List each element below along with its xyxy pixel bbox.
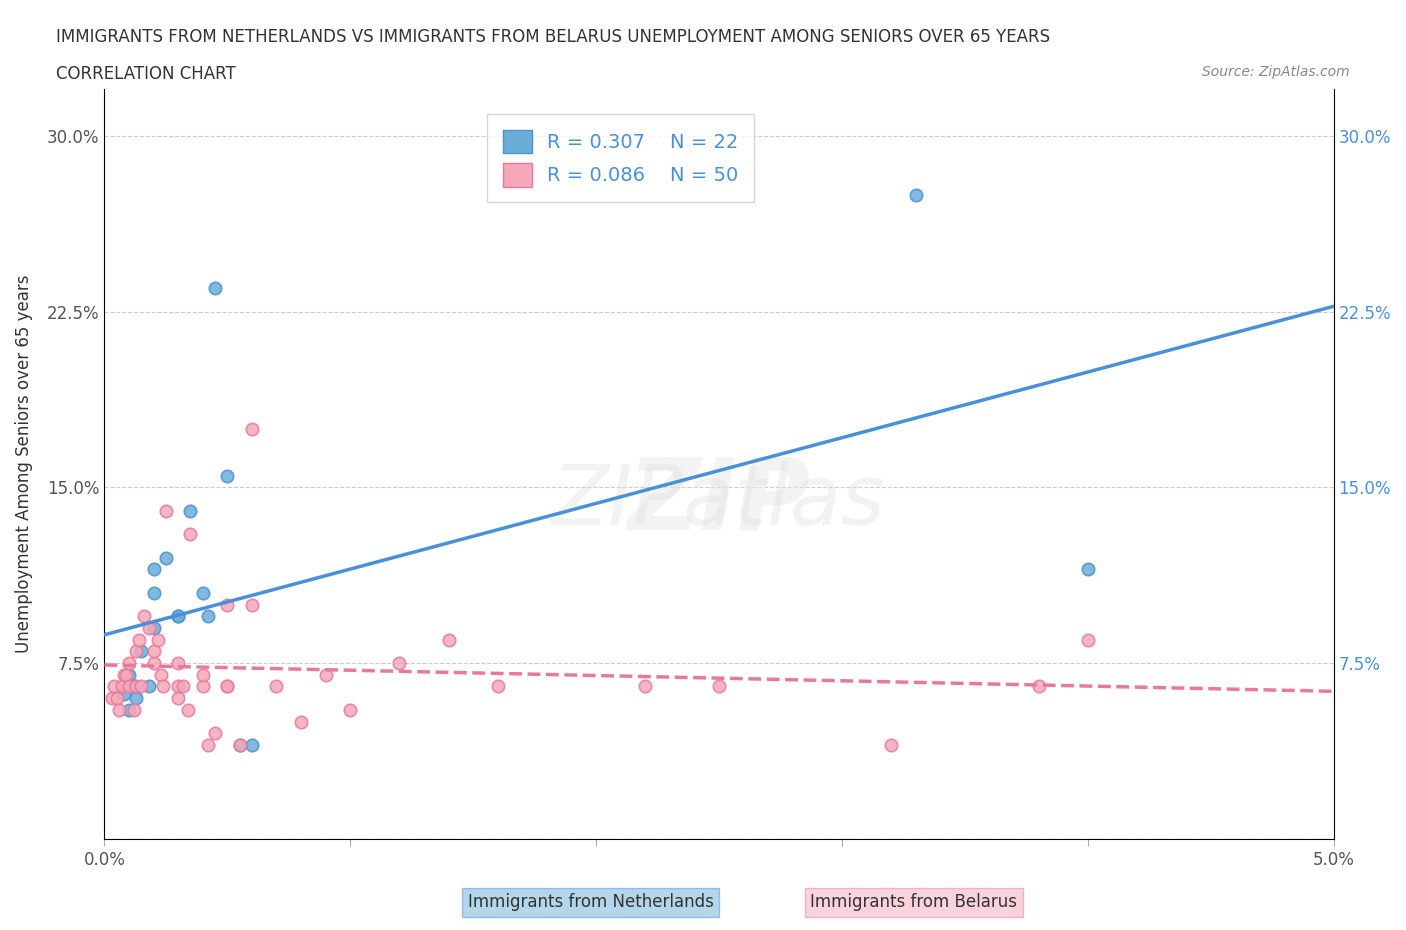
Point (152, 679, 174, 694)
Point (167, 609, 190, 624)
Point (266, 679, 288, 694)
Point (108, 702, 131, 717)
Point (129, 644, 152, 658)
Point (1077, 562, 1099, 577)
Point (125, 691, 148, 706)
Point (228, 737, 250, 752)
Point (155, 551, 177, 565)
Point (217, 679, 239, 694)
Point (177, 702, 200, 717)
Text: Immigrants from Belarus: Immigrants from Belarus (810, 894, 1018, 911)
Point (142, 620, 165, 635)
Point (155, 503, 177, 518)
Y-axis label: Unemployment Among Seniors over 65 years: Unemployment Among Seniors over 65 years (15, 274, 32, 653)
Point (240, 421, 263, 436)
Point (138, 620, 160, 635)
Text: ZIPatlas: ZIPatlas (553, 461, 886, 542)
Point (197, 609, 219, 624)
Point (179, 503, 201, 518)
Point (167, 609, 190, 624)
Point (103, 679, 125, 694)
Text: Source: ZipAtlas.com: Source: ZipAtlas.com (1202, 65, 1350, 79)
Point (197, 737, 219, 752)
Point (142, 644, 165, 658)
Point (290, 714, 312, 729)
Point (118, 656, 141, 671)
Point (217, 597, 239, 612)
Point (148, 632, 170, 647)
Point (105, 691, 128, 706)
Point (138, 679, 160, 694)
Legend: R = 0.307    N = 22, R = 0.086    N = 50: R = 0.307 N = 22, R = 0.086 N = 50 (486, 114, 754, 203)
Point (112, 668, 135, 683)
Point (110, 679, 132, 694)
Point (179, 527, 201, 542)
Point (118, 679, 141, 694)
Point (167, 656, 190, 671)
Point (228, 737, 250, 752)
Point (172, 679, 194, 694)
Point (129, 679, 152, 694)
Text: Immigrants from Netherlands: Immigrants from Netherlands (468, 894, 713, 911)
Text: IMMIGRANTS FROM NETHERLANDS VS IMMIGRANTS FROM BELARUS UNEMPLOYMENT AMONG SENIOR: IMMIGRANTS FROM NETHERLANDS VS IMMIGRANT… (56, 28, 1050, 46)
Point (149, 668, 172, 683)
Point (191, 668, 214, 683)
Point (191, 585, 214, 600)
Point (112, 686, 135, 701)
Point (122, 702, 145, 717)
Point (191, 679, 214, 694)
Point (1028, 679, 1050, 694)
Point (217, 469, 239, 484)
Point (388, 656, 411, 671)
Point (132, 609, 155, 624)
Point (142, 585, 165, 600)
Point (904, 187, 927, 202)
Point (240, 737, 263, 752)
Point (142, 562, 165, 577)
Point (128, 632, 150, 647)
Point (486, 679, 509, 694)
Point (240, 597, 263, 612)
Point (118, 668, 141, 683)
Point (204, 726, 226, 741)
Point (204, 281, 226, 296)
Point (125, 644, 148, 658)
Point (707, 679, 730, 694)
Text: CORRELATION CHART: CORRELATION CHART (56, 65, 236, 83)
Point (125, 679, 148, 694)
Point (634, 679, 657, 694)
Text: ZIP: ZIP (627, 453, 810, 550)
Point (217, 679, 239, 694)
Point (118, 702, 141, 717)
Point (339, 702, 361, 717)
Point (142, 656, 165, 671)
Point (122, 679, 145, 694)
Point (167, 691, 190, 706)
Point (437, 632, 460, 647)
Point (315, 668, 337, 683)
Point (167, 679, 190, 694)
Point (115, 668, 138, 683)
Point (880, 737, 903, 752)
Point (100, 691, 122, 706)
Point (1077, 632, 1099, 647)
